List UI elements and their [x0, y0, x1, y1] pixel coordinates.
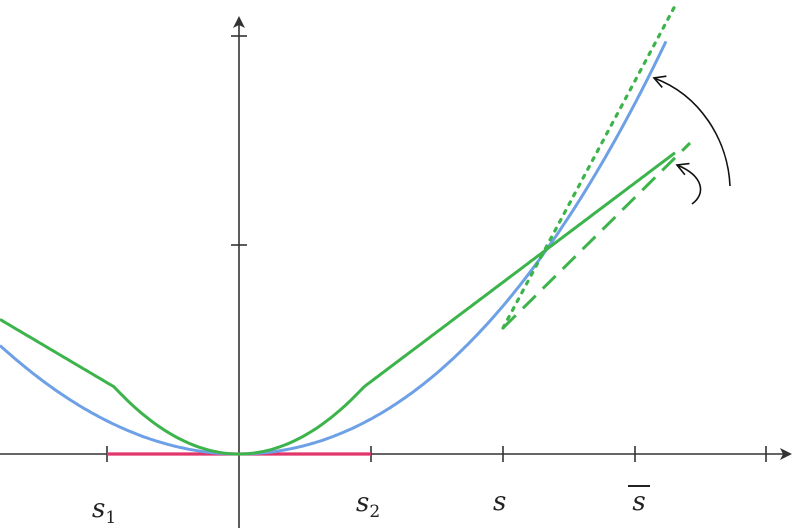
rotation-arrow-large [652, 75, 731, 187]
secant-line-dotted [501, 2, 678, 330]
label-s: s [493, 487, 506, 517]
label-s2: s2 [356, 488, 380, 522]
secant-line-dashed [501, 141, 692, 330]
label-s-bar: s [632, 487, 645, 517]
y-axis-ticks [231, 35, 247, 246]
tangent-line-lower [0, 151, 676, 456]
function-curve [0, 40, 668, 456]
label-s1: s1 [92, 494, 116, 528]
rotation-arrow-small [675, 162, 702, 205]
